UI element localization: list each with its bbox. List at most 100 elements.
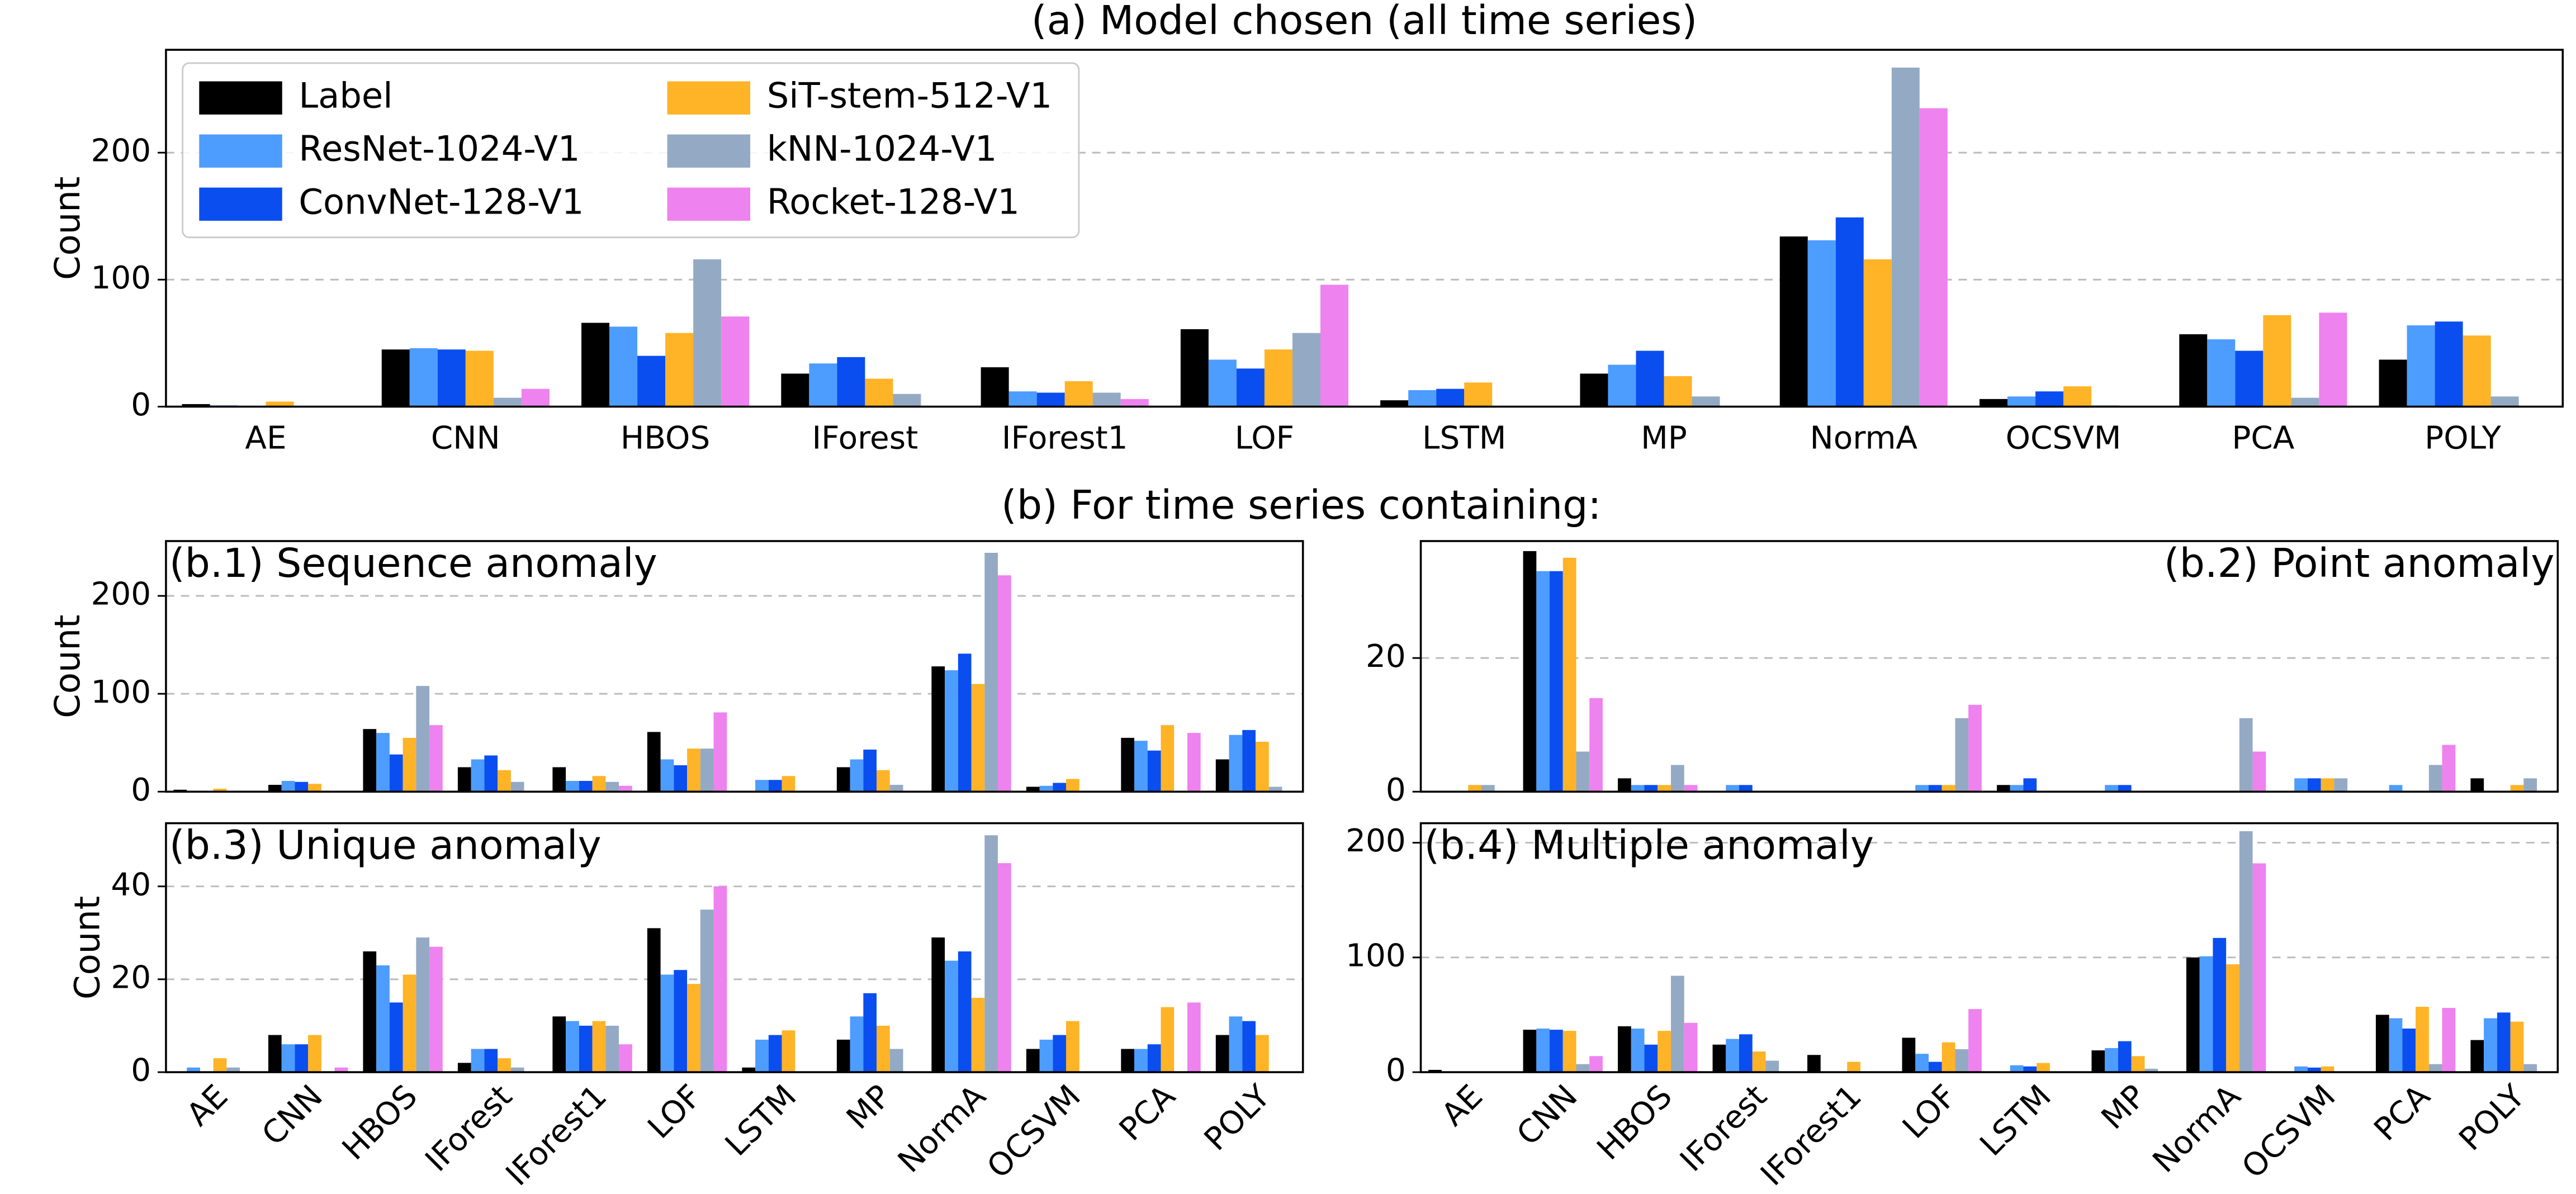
- bar: [850, 1016, 864, 1073]
- bar: [1536, 571, 1550, 792]
- bar: [1644, 785, 1658, 792]
- legend-swatch: [199, 187, 282, 221]
- bar: [889, 1049, 903, 1073]
- bar: [768, 1035, 782, 1073]
- bar: [2252, 751, 2266, 792]
- bar: [660, 974, 674, 1073]
- bar: [2118, 785, 2132, 792]
- bar: [1255, 741, 1269, 792]
- bar: [665, 333, 694, 407]
- bar: [1523, 1030, 1537, 1073]
- x-tick-label: POLY: [2452, 1078, 2532, 1158]
- bar: [1053, 1035, 1067, 1073]
- bar: [457, 767, 471, 792]
- bar: [837, 357, 865, 407]
- bar: [429, 946, 443, 1073]
- bar: [1161, 1007, 1175, 1073]
- bar: [1726, 785, 1739, 792]
- y-tick-label: 20: [1366, 638, 1406, 675]
- x-tick-label: LSTM: [1973, 1078, 2058, 1163]
- x-tick-label: LOF: [641, 1078, 709, 1146]
- bar: [1618, 1026, 1631, 1073]
- plot-frame: [1419, 822, 2559, 1073]
- y-tick-label: 100: [91, 674, 151, 710]
- bar: [1264, 349, 1292, 407]
- bar: [1008, 391, 1037, 407]
- bar: [700, 909, 714, 1073]
- bar: [363, 729, 377, 792]
- bar: [2510, 1021, 2524, 1073]
- legend-label: ResNet-1024-V1: [299, 128, 580, 169]
- bar: [1380, 400, 1409, 407]
- legend-box: [182, 62, 1080, 239]
- bar: [2105, 785, 2118, 792]
- bar: [1576, 1064, 1590, 1073]
- bar: [2321, 1066, 2334, 1073]
- bar: [2442, 745, 2456, 792]
- bar: [295, 1044, 309, 1073]
- bar: [997, 863, 1011, 1073]
- bar: [268, 785, 282, 792]
- bar: [660, 759, 674, 792]
- bar: [389, 1002, 403, 1073]
- bar: [2375, 1015, 2389, 1073]
- x-tick-label: POLY: [2425, 420, 2501, 456]
- plot-frame: [165, 540, 1304, 793]
- bar: [2118, 1041, 2132, 1073]
- bar: [1891, 67, 1920, 407]
- bar: [1576, 751, 1590, 792]
- y-axis-label: Count: [47, 177, 88, 280]
- bar: [713, 886, 727, 1073]
- bar: [566, 781, 579, 792]
- bar: [1026, 1049, 1040, 1073]
- bar: [2463, 335, 2491, 407]
- y-axis-label: Count: [67, 896, 107, 999]
- bar: [2213, 937, 2227, 1073]
- section-title: (b) For time series containing:: [1001, 482, 1601, 528]
- bar: [2063, 386, 2092, 407]
- bar: [1580, 373, 1608, 407]
- bar: [2131, 1056, 2145, 1073]
- bar: [471, 1049, 485, 1073]
- bar: [281, 781, 295, 792]
- bar: [889, 785, 903, 792]
- bar: [863, 749, 877, 792]
- bar: [295, 781, 309, 792]
- bar: [498, 770, 511, 792]
- legend-swatch: [667, 187, 751, 221]
- bar: [1180, 329, 1209, 407]
- bar: [484, 755, 498, 792]
- bar: [997, 575, 1011, 792]
- y-tick-label: 0: [1386, 1053, 1406, 1089]
- x-tick-label: HBOS: [1590, 1078, 1679, 1167]
- bar: [981, 367, 1009, 407]
- x-tick-label: PCA: [2367, 1078, 2437, 1148]
- bar: [363, 951, 377, 1073]
- bar: [1092, 392, 1121, 407]
- bar: [1726, 1039, 1739, 1073]
- x-tick-label: IForest1: [499, 1078, 614, 1193]
- x-tick-label: IForest: [812, 420, 918, 456]
- bar: [958, 653, 972, 792]
- bar: [1996, 785, 2010, 792]
- bar: [389, 754, 403, 792]
- bar: [2470, 1040, 2484, 1073]
- bar: [457, 1063, 471, 1073]
- bar: [1320, 285, 1348, 407]
- bar: [2307, 1067, 2321, 1073]
- x-tick-label: IForest1: [1754, 1078, 1869, 1193]
- bar: [2523, 1064, 2537, 1073]
- bar: [2252, 863, 2266, 1073]
- bar: [742, 1067, 756, 1073]
- chart-title: (a) Model chosen (all time series): [1031, 0, 1697, 44]
- bar: [2144, 1068, 2158, 1073]
- x-tick-label: LSTM: [718, 1078, 803, 1163]
- bar: [1664, 376, 1692, 407]
- bar: [1026, 786, 1040, 792]
- bar: [1562, 557, 1576, 792]
- y-tick-label: 0: [1386, 772, 1406, 808]
- x-tick-label: HBOS: [335, 1078, 424, 1167]
- bar: [1229, 735, 1243, 792]
- bar: [1550, 1030, 1563, 1073]
